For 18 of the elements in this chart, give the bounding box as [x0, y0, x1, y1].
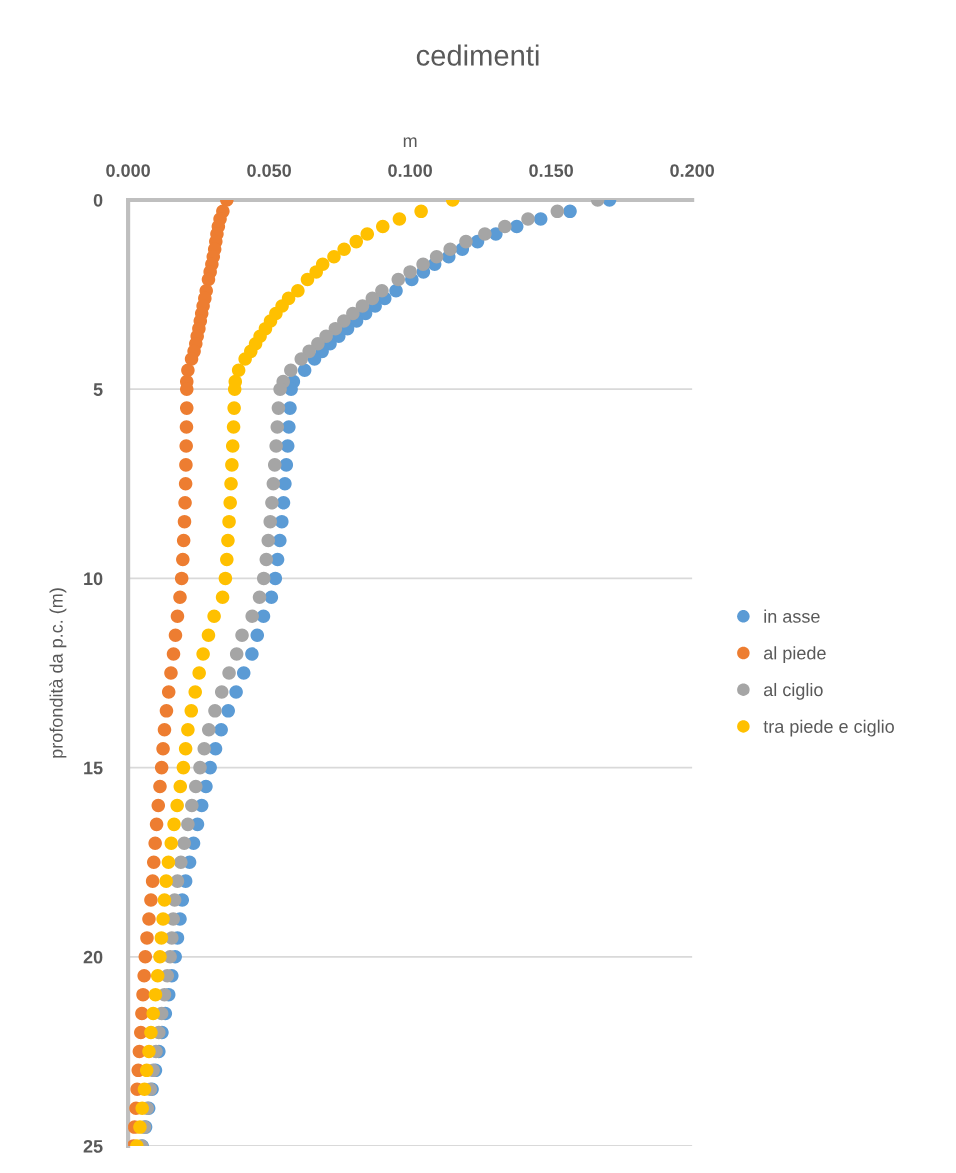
x-axis-title: m: [403, 137, 417, 148]
legend-label: tra piede e ciglio: [763, 719, 894, 737]
x-tick-label: 0.100: [388, 164, 432, 177]
y-tick-label: 15: [84, 761, 103, 775]
x-tick-label: 0.050: [247, 164, 291, 177]
y-tick-label: 10: [84, 572, 103, 586]
x-tick-label: 0.200: [670, 164, 714, 177]
legend-label: in asse: [764, 609, 820, 623]
chart-title: cedimenti: [416, 44, 539, 66]
x-tick-label: 0.000: [106, 164, 150, 177]
legend-label: al piede: [764, 646, 826, 664]
y-tick-label: 20: [83, 950, 103, 964]
x-tick-label: 0.150: [529, 164, 573, 177]
y-tick-label: 25: [83, 1139, 103, 1153]
legend-label: al ciglio: [764, 682, 823, 700]
y-axis-title: profondità da p.c. (m): [49, 588, 67, 758]
y-tick-label: 5: [93, 383, 103, 396]
y-tick-label: 0: [93, 193, 103, 207]
